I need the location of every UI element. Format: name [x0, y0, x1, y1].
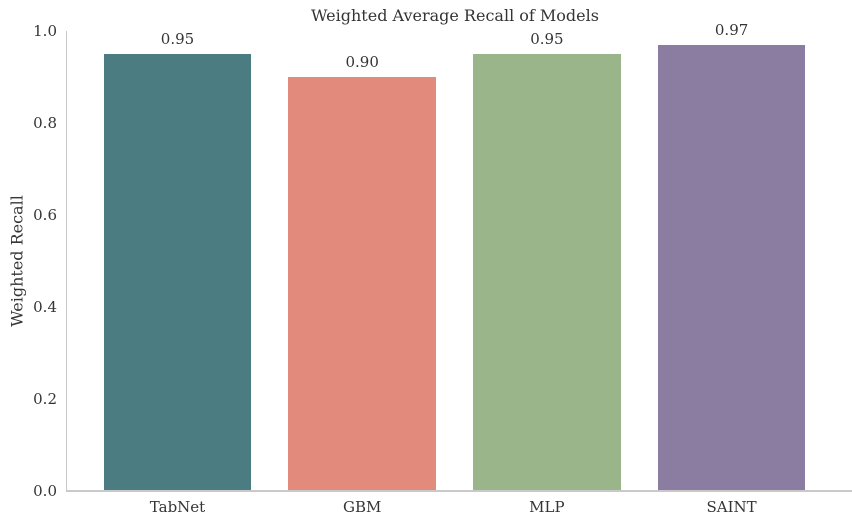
bar-MLP: [473, 54, 621, 491]
y-tick-label: 0.4: [33, 298, 57, 316]
x-tick-label-GBM: GBM: [343, 498, 382, 516]
bar-value-label: 0.95: [530, 30, 564, 48]
bar-SAINT: [657, 44, 806, 491]
chart-title: Weighted Average Recall of Models: [311, 6, 599, 25]
y-tick-label: 1.0: [33, 22, 57, 40]
y-tick-label: 0.6: [33, 206, 57, 224]
bar-GBM: [288, 77, 437, 491]
x-tick-label-SAINT: SAINT: [706, 498, 757, 516]
y-tick-label: 0.2: [33, 390, 57, 408]
bar-value-label: 0.95: [160, 30, 195, 48]
y-axis-spine: [66, 31, 68, 492]
bar-TabNet: [103, 54, 252, 491]
bar-value-label: 0.97: [714, 20, 749, 39]
x-tick-label-MLP: MLP: [529, 498, 565, 516]
y-tick-label: 0.8: [33, 114, 57, 132]
x-axis-spine: [66, 490, 852, 492]
bar-value-label: 0.90: [345, 53, 379, 71]
y-tick-label: 0.0: [33, 482, 57, 500]
plot-area: 0.95 0.90 0.95 0.97: [67, 21, 843, 491]
x-tick-label-TabNet: TabNet: [149, 498, 206, 516]
